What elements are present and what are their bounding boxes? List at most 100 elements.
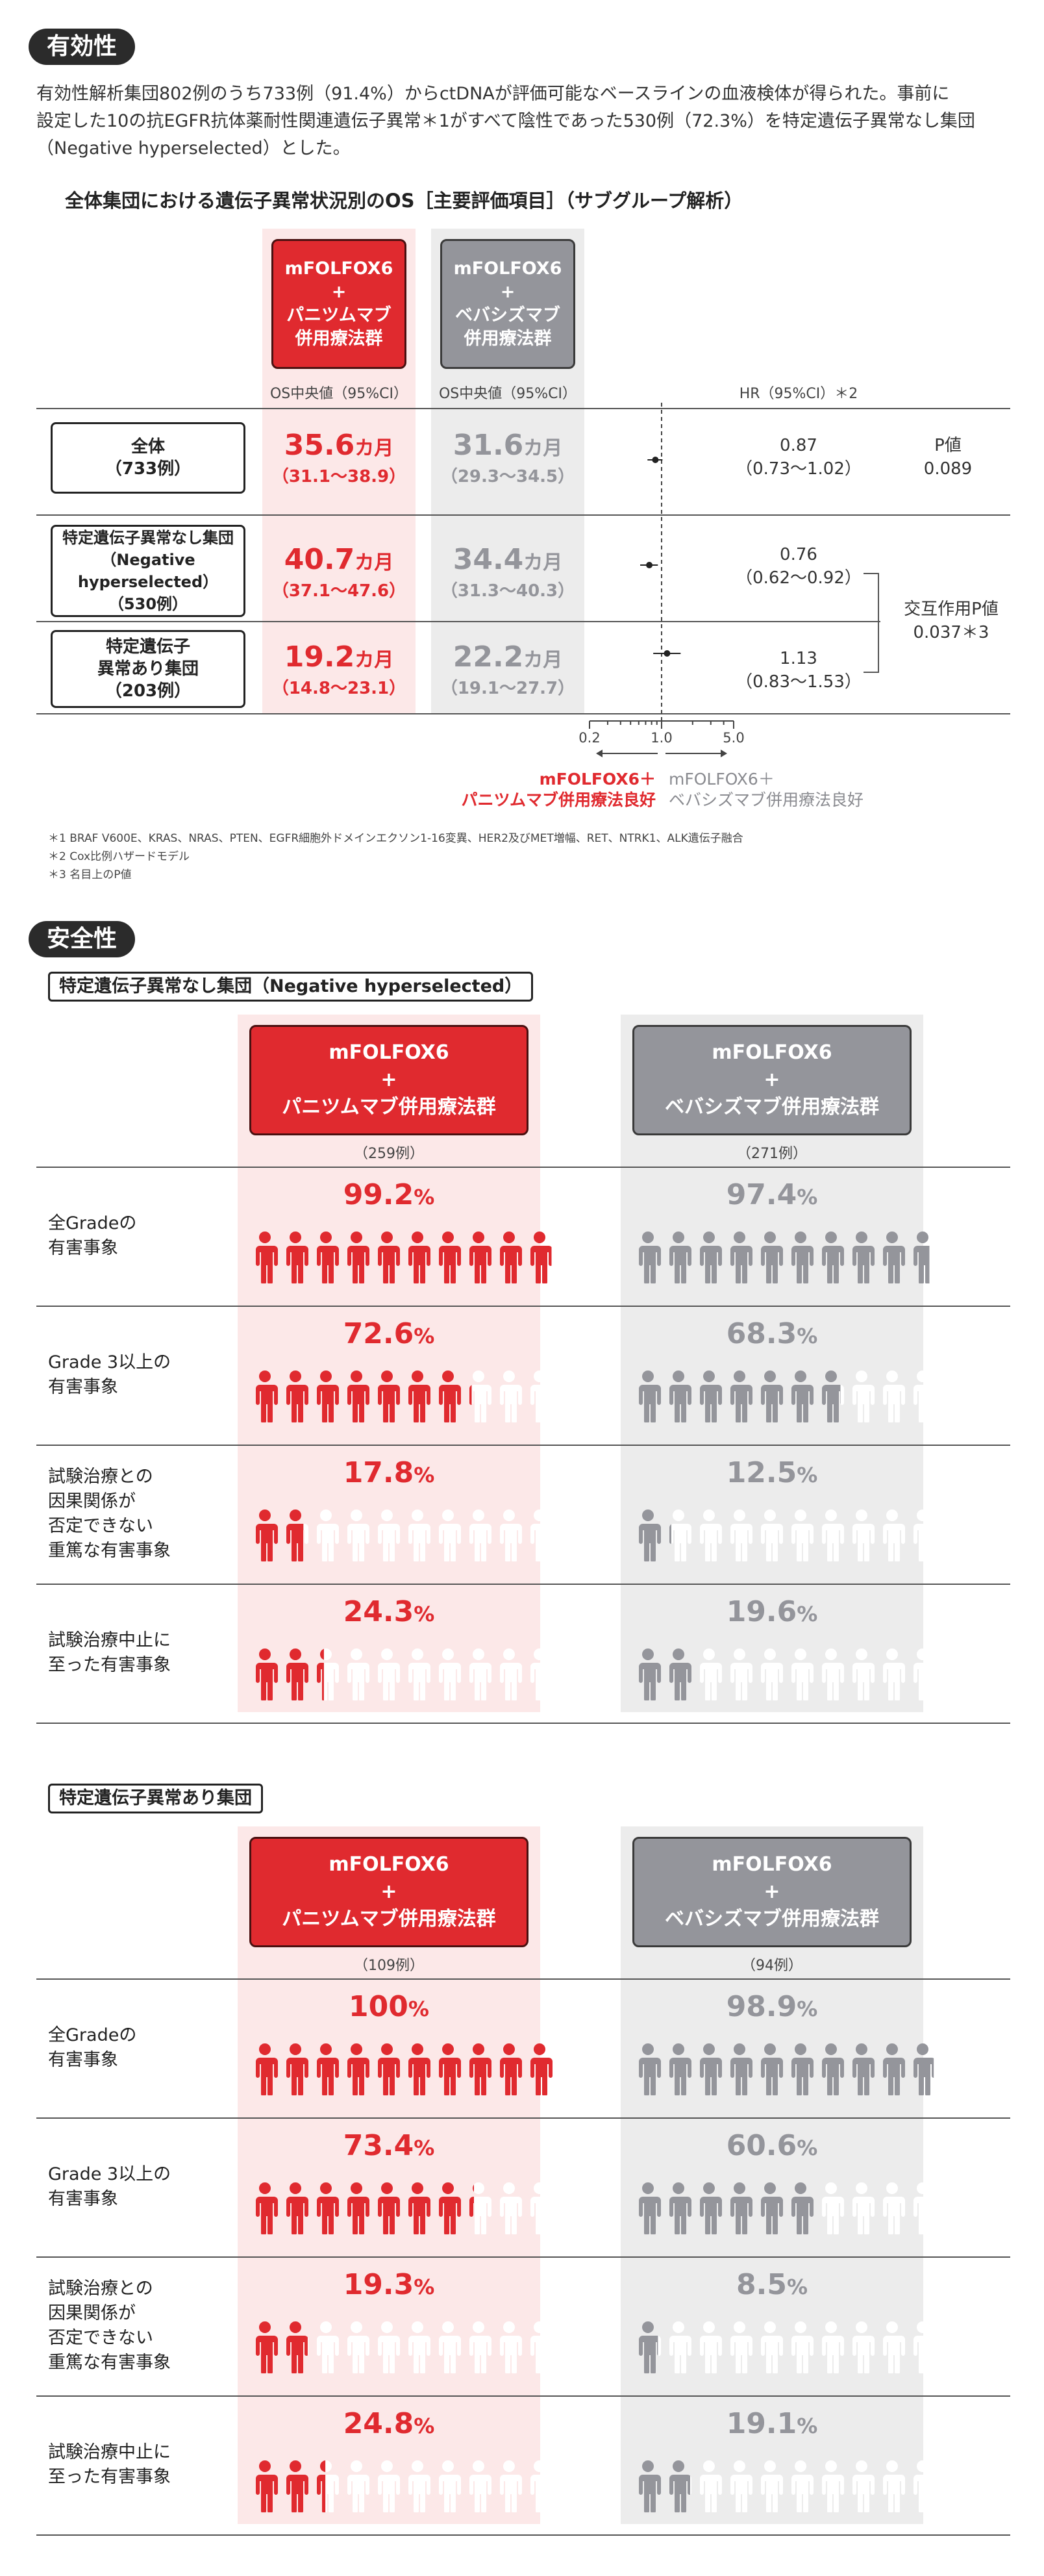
person-icon — [312, 1231, 340, 1283]
person-icon-row-gray — [634, 1231, 939, 1283]
person-icon — [342, 2182, 371, 2234]
hr-point — [664, 650, 671, 657]
person-icon-row-gray — [634, 2182, 939, 2234]
person-icon — [464, 2321, 493, 2373]
person-icon — [525, 2182, 554, 2234]
row-divider — [36, 1723, 1010, 1724]
person-icon — [495, 2460, 523, 2512]
os-table-title: 全体集団における遺伝子異常状況別のOS［主要評価項目］（サブグループ解析） — [65, 190, 743, 212]
person-icon — [464, 2043, 493, 2095]
ae-percent-gray: 98.9% — [726, 1990, 818, 2023]
axis-tick-label: 0.2 — [578, 730, 601, 746]
person-icon — [373, 2460, 401, 2512]
person-icon-row-gray — [634, 1370, 939, 1422]
os-red-present: 19.2カ月 （14.8〜23.1） — [271, 640, 406, 698]
person-icon — [434, 2182, 462, 2234]
person-icon — [847, 1370, 876, 1422]
person-icon — [878, 1231, 906, 1283]
person-icon — [908, 2460, 937, 2512]
person-icon — [495, 2182, 523, 2234]
hr-present: 1.13 （0.83〜1.53） — [736, 649, 862, 692]
person-icon — [403, 1648, 432, 1700]
axis-tick-label: 1.0 — [651, 730, 673, 746]
hr-overall: 0.87 （0.73〜1.02） — [736, 436, 862, 479]
person-icon — [817, 1509, 845, 1561]
person-icon — [725, 1370, 754, 1422]
person-icon — [373, 1370, 401, 1422]
row-divider — [36, 1306, 1010, 1307]
ae-percent-red: 24.8% — [343, 2407, 435, 2440]
para-line: 設定した10の抗EGFR抗体薬耐性関連遺伝子異常＊1がすべて陰性であった530例… — [36, 111, 975, 131]
person-icon-row-red — [251, 1648, 556, 1700]
person-icon — [695, 1648, 723, 1700]
person-icon — [908, 1648, 937, 1700]
person-icon-row-red — [251, 1509, 556, 1561]
person-icon — [725, 1509, 754, 1561]
person-icon-row-gray — [634, 2460, 939, 2512]
row-divider — [36, 514, 1010, 516]
person-icon-row-red — [251, 1370, 556, 1422]
person-icon — [434, 1509, 462, 1561]
ae-percent-gray: 60.6% — [726, 2129, 818, 2162]
ae-percent-red: 17.8% — [343, 1456, 435, 1489]
table-top-line — [36, 408, 1010, 409]
ae-percent-red: 73.4% — [343, 2129, 435, 2162]
person-icon — [434, 2460, 462, 2512]
person-icon — [403, 2321, 432, 2373]
person-icon — [525, 1370, 554, 1422]
person-icon — [251, 2043, 279, 2095]
person-icon — [525, 2460, 554, 2512]
footnote: ＊3 名目上のP値 — [48, 868, 132, 881]
hr-negative: 0.76 （0.62〜0.92） — [736, 545, 862, 588]
person-icon — [342, 1509, 371, 1561]
footnote: ＊2 Cox比例ハザードモデル — [48, 850, 190, 863]
person-icon — [664, 1648, 693, 1700]
person-icon — [464, 1231, 493, 1283]
person-icon — [373, 1648, 401, 1700]
axis-tick-label: 5.0 — [723, 730, 745, 746]
person-icon — [312, 1509, 340, 1561]
person-icon — [634, 1231, 662, 1283]
person-icon — [725, 2460, 754, 2512]
ae-row-label: 試験治療との 因果関係が 否定できない 重篤な有害事象 — [48, 1467, 171, 1561]
person-icon — [695, 1509, 723, 1561]
ae-percent-gray: 97.4% — [726, 1178, 818, 1211]
person-icon — [878, 1648, 906, 1700]
person-icon — [756, 1231, 784, 1283]
person-icon — [664, 1231, 693, 1283]
person-icon — [434, 2321, 462, 2373]
ae-row-label: 試験治療中止に 至った有害事象 — [48, 1630, 171, 1675]
row-divider — [36, 1584, 1010, 1585]
ae-percent-gray: 68.3% — [726, 1317, 818, 1350]
person-icon — [634, 1648, 662, 1700]
person-icon — [373, 2321, 401, 2373]
person-icon-row-gray — [634, 1648, 939, 1700]
interaction-pvalue: 交互作用P値 0.037＊3 — [904, 600, 999, 642]
person-icon — [312, 2043, 340, 2095]
person-icon — [817, 2182, 845, 2234]
person-icon — [756, 1370, 784, 1422]
person-icon — [847, 2043, 876, 2095]
person-icon — [251, 1370, 279, 1422]
person-icon — [908, 1509, 937, 1561]
person-icon — [756, 2460, 784, 2512]
person-icon — [817, 1370, 845, 1422]
person-icon — [756, 2321, 784, 2373]
person-icon — [634, 2321, 662, 2373]
ae-row-label: 試験治療との 因果関係が 否定できない 重篤な有害事象 — [48, 2279, 171, 2373]
person-icon — [464, 1509, 493, 1561]
person-icon-row-gray — [634, 2043, 939, 2095]
person-icon — [464, 1370, 493, 1422]
person-icon — [786, 1648, 815, 1700]
person-icon — [403, 2043, 432, 2095]
person-icon — [695, 2460, 723, 2512]
n-red: （109例） — [354, 1958, 424, 1974]
favor-panitumumab: mFOLFOX6＋ パニツムマブ併用療法良好 — [461, 770, 656, 809]
person-icon-row-red — [251, 2182, 556, 2234]
person-icon — [695, 1370, 723, 1422]
person-icon — [817, 1231, 845, 1283]
person-icon — [495, 1509, 523, 1561]
arm-header-bevacizumab: mFOLFOX6+ベバシズマブ併用療法群 — [440, 239, 575, 369]
forest-plot — [589, 403, 734, 757]
person-icon — [664, 1509, 693, 1561]
